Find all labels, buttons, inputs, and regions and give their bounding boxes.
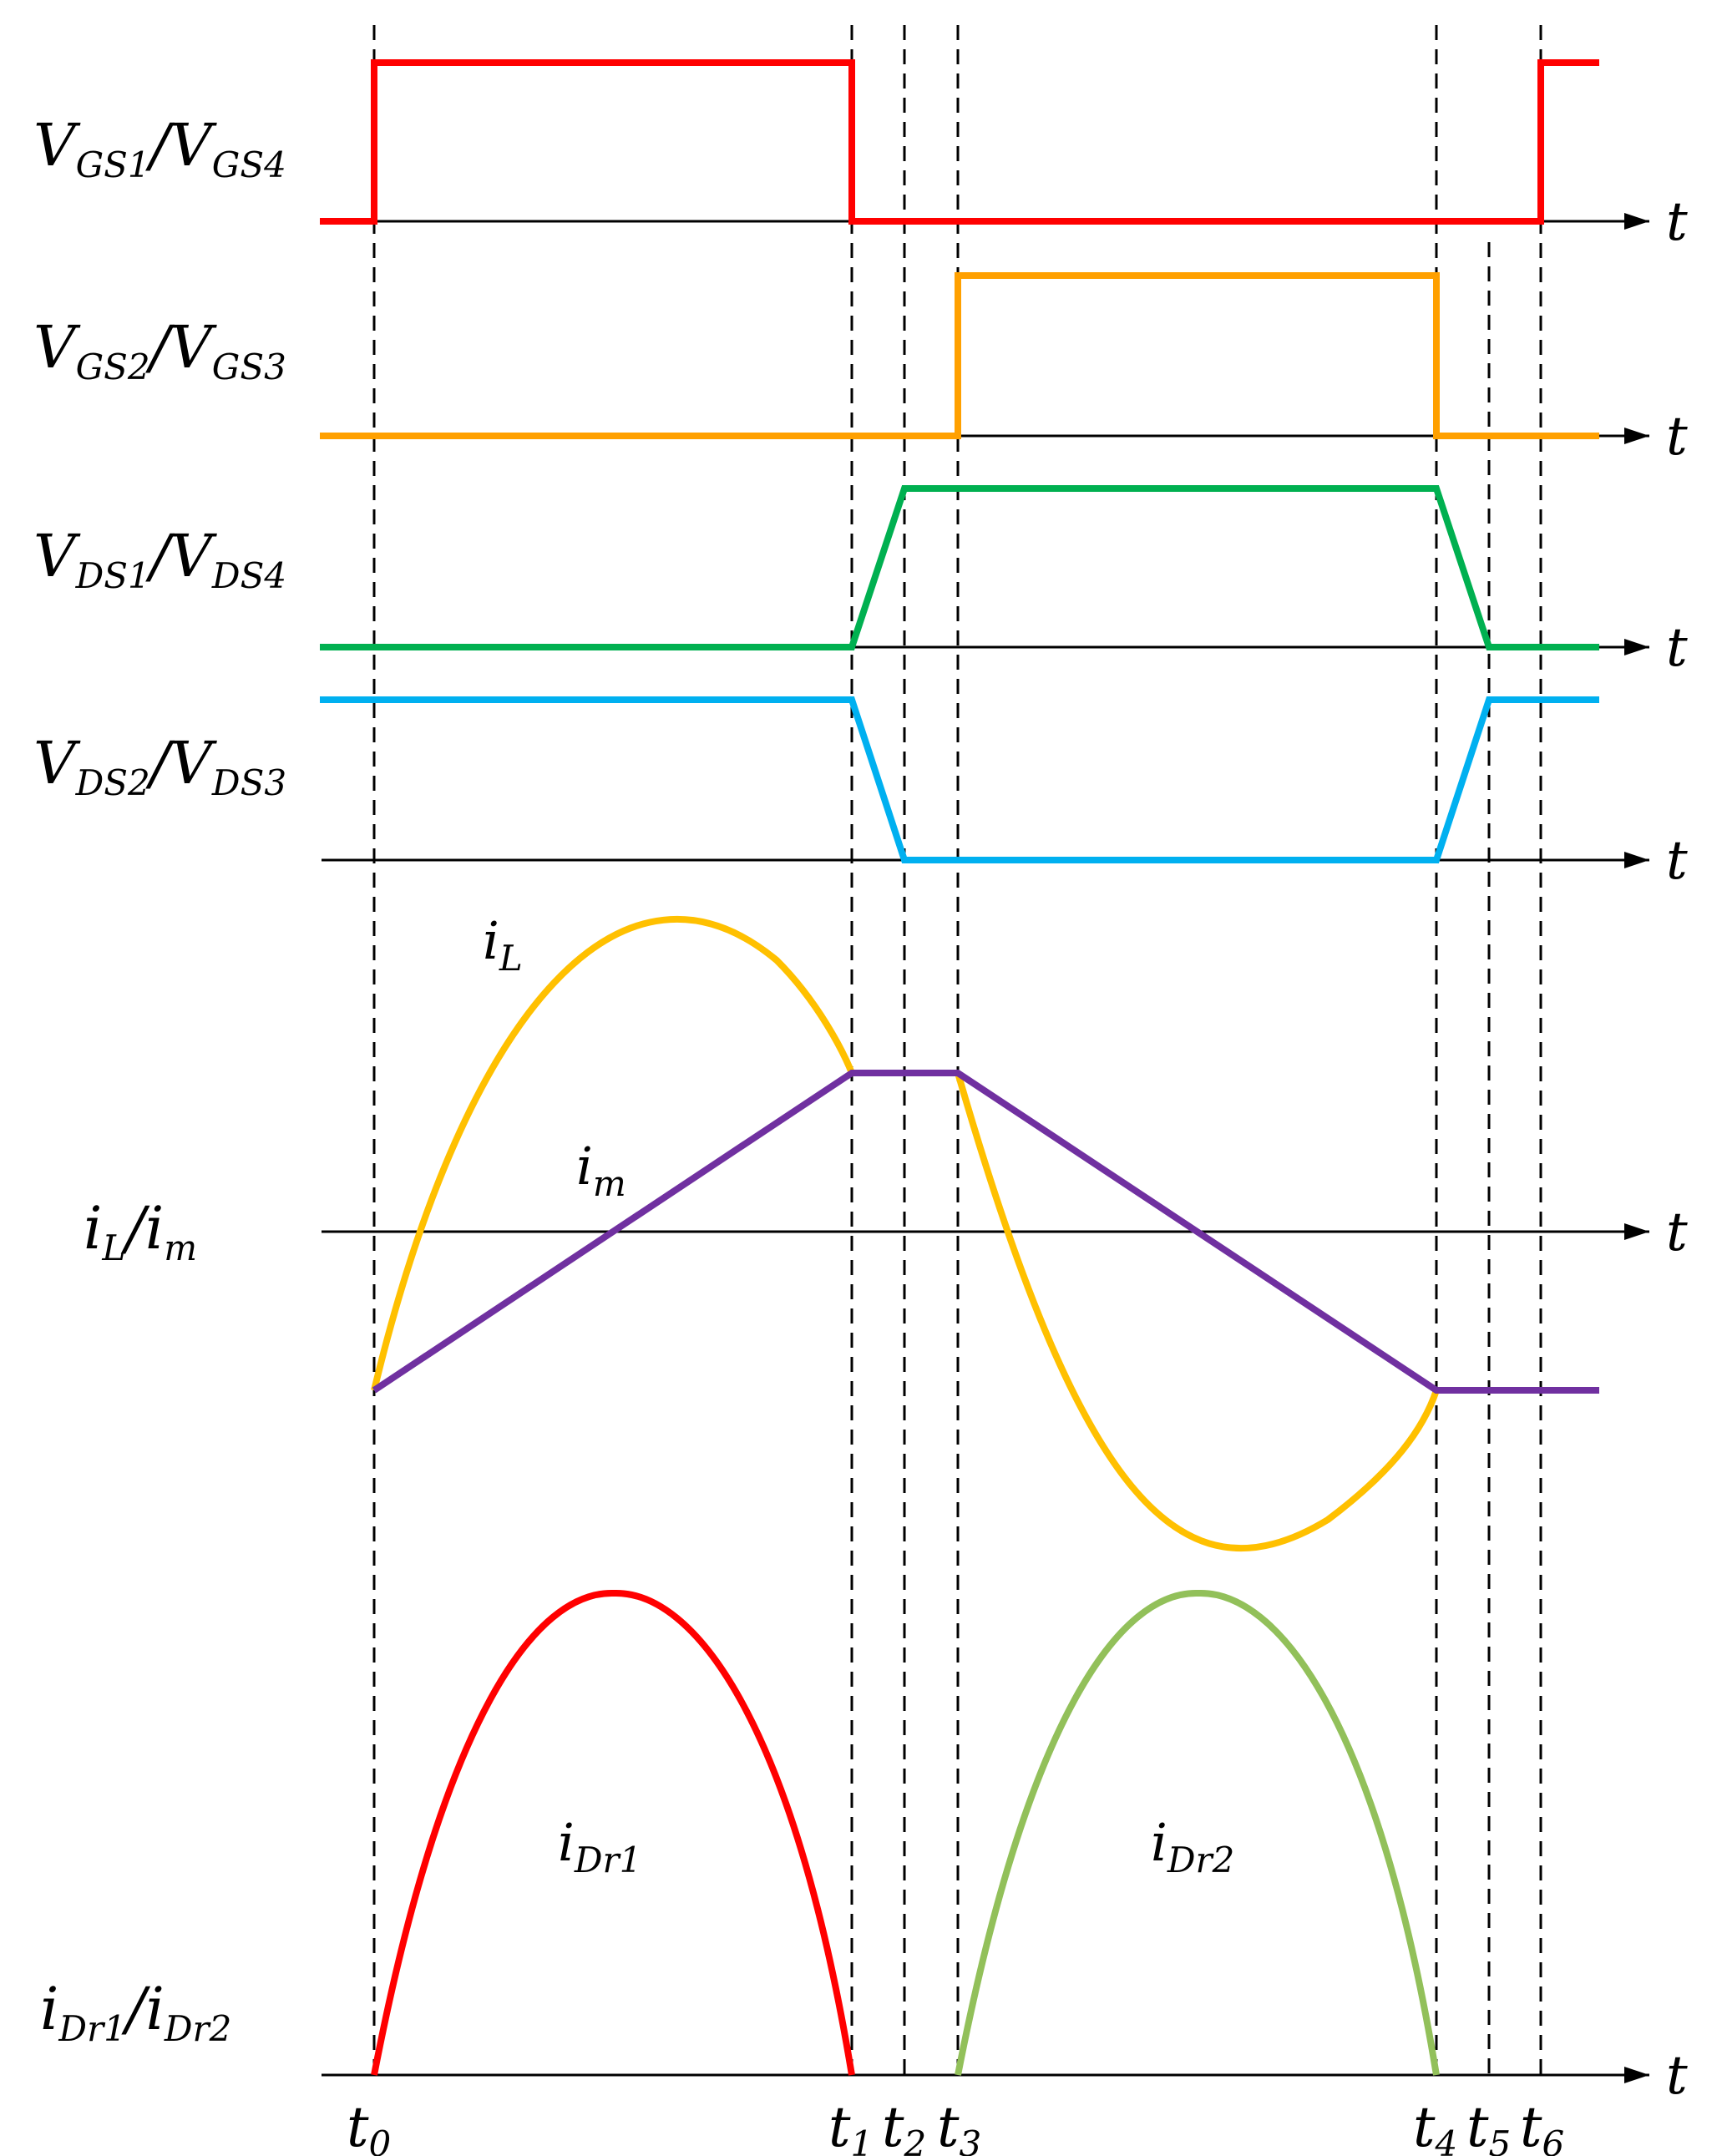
vds2-vds3-waveform: [320, 696, 1599, 863]
time-label-t4: t4: [1413, 2095, 1457, 2156]
time-label-t1: t1: [828, 2095, 873, 2156]
vgs2-vgs3-waveform: [320, 272, 1599, 439]
row-label-vgs2-vgs3: VGS2/VGS3: [33, 313, 286, 387]
axis-t-label: t: [1666, 406, 1688, 468]
axis-t-label: t: [1666, 2045, 1688, 2107]
axis-t-label: t: [1666, 191, 1688, 253]
row-label-vds1-vds4: VDS1/VDS4: [33, 522, 286, 596]
row-label-idr1-idr2: iDr1/iDr2: [40, 1975, 231, 2049]
curve-label-im: im: [576, 1136, 626, 1204]
curve-label-idr2: iDr2: [1151, 1812, 1234, 1880]
time-label-t3: t3: [937, 2095, 981, 2156]
vgs1-vgs4-waveform: [320, 59, 1599, 225]
curve-labels: iL im iDr1 iDr2: [483, 910, 1234, 1880]
time-label-t2: t2: [882, 2095, 926, 2156]
row-label-vds2-vds3: VDS2/VDS3: [33, 729, 286, 803]
axis-t-label: t: [1666, 1202, 1688, 1263]
row-label-il-im: iL/im: [84, 1194, 197, 1268]
im-waveform: [372, 1070, 1599, 1394]
vds1-vds4-waveform: [320, 485, 1599, 650]
time-label-t6: t6: [1520, 2095, 1564, 2156]
waveforms: [320, 59, 1599, 2076]
axis-t-label: t: [1666, 617, 1688, 679]
axis-t-label: t: [1666, 830, 1688, 892]
axis-t-labels: t t t t t t: [1666, 191, 1688, 2107]
row-labels: VGS1/VGS4 VGS2/VGS3 VDS1/VDS4 VDS2/VDS3 …: [33, 111, 286, 2049]
idr2-waveform: [955, 1589, 1440, 2076]
row-label-vgs1-vgs4: VGS1/VGS4: [33, 111, 286, 185]
time-marker-labels: t0 t1 t2 t3 t4 t5 t6: [347, 2095, 1564, 2156]
idr1-waveform: [371, 1589, 855, 2076]
curve-label-idr1: iDr1: [558, 1812, 641, 1880]
il-waveform: [371, 915, 1440, 1552]
curve-label-il: iL: [483, 910, 523, 979]
time-label-t5: t5: [1466, 2095, 1511, 2156]
time-axes: [322, 213, 1649, 2083]
time-label-t0: t0: [347, 2095, 391, 2156]
